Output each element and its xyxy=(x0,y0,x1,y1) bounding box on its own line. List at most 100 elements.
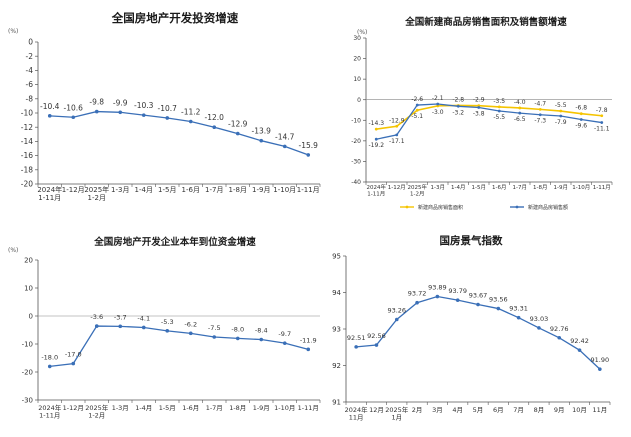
data-point xyxy=(435,294,440,299)
data-label: -14.7 xyxy=(275,132,295,141)
data-label: -5.3 xyxy=(161,318,174,326)
data-label: -17.1 xyxy=(389,138,405,145)
chart-c3: 全国房地产开发企业本年到位资金增速 (%) 20 10 0 -10 -20 -30 2024年 1… xyxy=(8,236,321,420)
data-point xyxy=(118,110,123,115)
x-tick-label: 1-7月 xyxy=(206,404,223,412)
data-point xyxy=(165,329,170,333)
data-label: -11.2 xyxy=(181,108,201,117)
data-label: -7.5 xyxy=(208,324,221,332)
x-tick-label: 1-8月 xyxy=(229,404,246,412)
x-tick-label: 6月 xyxy=(493,406,504,414)
x-tick-label: 1-8月 xyxy=(533,184,547,191)
x-tick-label: 2024年 1-11月 xyxy=(38,403,62,420)
data-point xyxy=(497,109,501,113)
data-point xyxy=(395,124,399,128)
y-tick-label: -18 xyxy=(21,165,33,174)
y-tick-label: -20 xyxy=(22,368,33,376)
data-point xyxy=(306,153,311,157)
data-label: -7.8 xyxy=(596,107,608,114)
axis-unit: (%) xyxy=(8,28,18,35)
x-tick-label: 12月 xyxy=(369,406,384,414)
data-point xyxy=(559,114,563,118)
x-tick-label: 1-10月 xyxy=(572,184,590,191)
data-label: -9.9 xyxy=(113,98,128,107)
y-tick-label: -14 xyxy=(21,137,33,146)
chart-title: 国房景气指数 xyxy=(440,234,503,247)
y-tick-label: 0 xyxy=(28,38,33,47)
chart-title: 全国新建商品房销售面积及销售额增速 xyxy=(404,16,567,28)
chart-title: 全国房地产开发投资增速 xyxy=(111,11,239,25)
x-tick-label: 2024年 1-11月 xyxy=(367,183,387,198)
data-point xyxy=(374,137,378,141)
y-tick-label: 93 xyxy=(332,325,341,333)
x-tick-label: 1-5月 xyxy=(158,186,176,194)
series-2: -19.2 -17.1 -2.6 -2.1 -3.2 -3.8 -5.5 -6.5 -7.3 -7… xyxy=(368,95,609,149)
data-label: -14.3 xyxy=(368,120,384,127)
data-point xyxy=(354,345,358,349)
data-label: -3.8 xyxy=(473,111,485,118)
data-label: -18.0 xyxy=(41,353,58,361)
y-tick-label: -30 xyxy=(351,159,361,166)
data-label: -7.9 xyxy=(555,119,567,126)
data-label: -3.7 xyxy=(114,313,127,321)
data-point xyxy=(557,335,562,340)
data-label: -3.6 xyxy=(90,313,103,321)
data-label: -12.9 xyxy=(228,120,248,129)
y-tick-label: 0 xyxy=(29,312,33,320)
x-tick-label: 9月 xyxy=(554,406,565,414)
x-tick-label: 2024年 1-11月 xyxy=(37,185,62,202)
data-point xyxy=(415,108,419,112)
data-label: 93.72 xyxy=(408,290,427,298)
data-point xyxy=(374,127,378,131)
data-label: -9.6 xyxy=(575,122,587,129)
series-1: -18.0 -17.0 -3.6 -3.7 -4.1 -5.3 -6.2 -7.5 -8.0 -8… xyxy=(41,313,317,369)
data-point xyxy=(600,121,604,124)
x-tick-label: 3月 xyxy=(432,406,443,414)
data-point xyxy=(374,343,379,347)
data-point xyxy=(165,116,170,120)
y-tick-label: -10 xyxy=(351,117,361,124)
x-tick-label: 1-6月 xyxy=(182,186,200,194)
data-label: -9.7 xyxy=(278,330,291,338)
data-label: 93.56 xyxy=(489,296,508,304)
x-tick-label: 1-6月 xyxy=(492,184,506,191)
data-point xyxy=(212,335,217,339)
data-point xyxy=(188,119,193,124)
x-tick-label: 10月 xyxy=(572,406,587,414)
y-tick-label: 92 xyxy=(332,362,341,370)
data-label: -10.7 xyxy=(158,104,178,113)
legend-marker xyxy=(405,205,409,209)
data-point xyxy=(71,115,76,120)
legend-label: 新建商品房销售额 xyxy=(528,204,568,211)
y-tick-label: -6 xyxy=(26,80,34,89)
x-tick-label: 1-10月 xyxy=(274,404,295,412)
data-label: -4.7 xyxy=(534,100,546,107)
data-point xyxy=(394,317,399,322)
x-tick-label: 1-7月 xyxy=(205,186,223,194)
data-point xyxy=(598,367,602,371)
data-label: 93.79 xyxy=(448,287,467,295)
y-tick-label: -4 xyxy=(26,66,34,75)
data-label: -8.4 xyxy=(255,327,268,335)
data-label: 92.76 xyxy=(550,325,569,333)
chart-c1: 全国房地产开发投资增速 (%) 0 -2 -4 -6 -8 -10 -12 -14 -16 -18 -2… xyxy=(8,11,321,202)
data-point xyxy=(600,114,604,118)
data-point xyxy=(497,105,501,109)
y-tick-label: 30 xyxy=(353,35,361,42)
data-point xyxy=(94,324,99,328)
data-label: -5.5 xyxy=(555,102,567,109)
x-tick-label: 1-12月 xyxy=(388,184,406,191)
data-point xyxy=(477,106,481,109)
x-tick-label: 1-3月 xyxy=(112,404,129,412)
data-label: -2.9 xyxy=(473,97,485,104)
data-label: -2.6 xyxy=(411,96,423,103)
series-line xyxy=(49,325,309,368)
data-label: -2.8 xyxy=(452,96,464,103)
y-tick-label: -2 xyxy=(26,52,34,61)
data-label: -10.4 xyxy=(40,102,60,111)
x-tick-label: 1-12月 xyxy=(62,186,85,194)
data-point xyxy=(537,326,541,330)
